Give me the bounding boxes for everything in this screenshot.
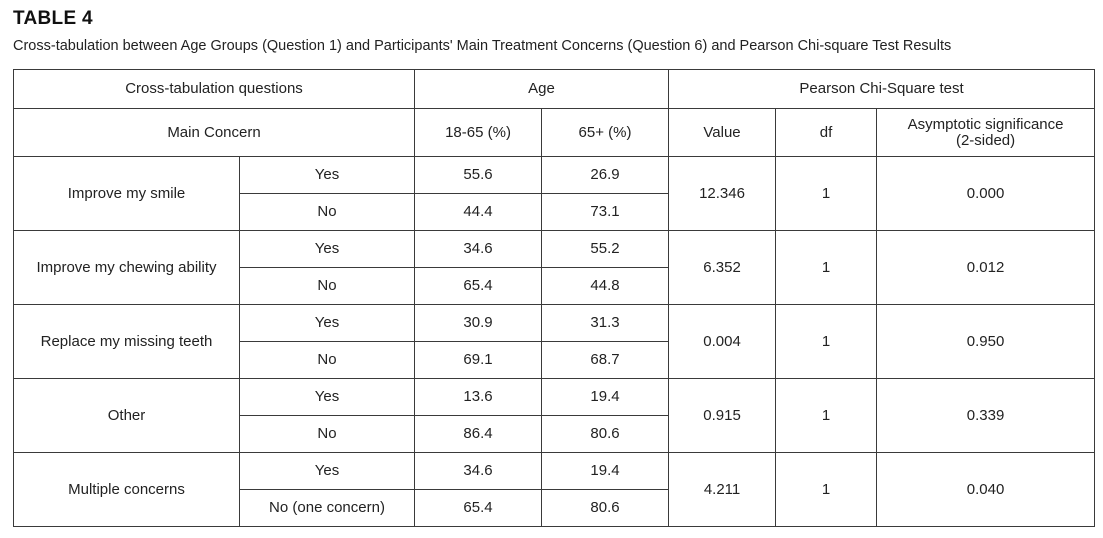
cell-65-plus: 19.4 xyxy=(541,452,670,490)
cell-significance: 0.012 xyxy=(876,230,1096,305)
response-label: No (one concern) xyxy=(238,489,416,527)
cell-chi-value: 12.346 xyxy=(668,156,777,231)
response-label: Yes xyxy=(238,304,416,342)
cell-65-plus: 80.6 xyxy=(541,415,670,453)
crosstab-table: Cross-tabulation questions Age Pearson C… xyxy=(12,69,1096,527)
cell-65-plus: 19.4 xyxy=(541,378,670,416)
cell-18-65: 55.6 xyxy=(414,156,543,194)
header-pearson: Pearson Chi-Square test xyxy=(668,69,1096,109)
response-label: Yes xyxy=(238,156,416,194)
response-label: No xyxy=(238,415,416,453)
header-age-65-plus: 65+ (%) xyxy=(541,108,670,157)
cell-chi-value: 0.004 xyxy=(668,304,777,379)
cell-18-65: 34.6 xyxy=(414,230,543,268)
cell-df: 1 xyxy=(775,378,878,453)
cell-chi-value: 4.211 xyxy=(668,452,777,527)
cell-65-plus: 31.3 xyxy=(541,304,670,342)
cell-18-65: 69.1 xyxy=(414,341,543,379)
cell-significance: 0.040 xyxy=(876,452,1096,527)
concern-label: Replace my missing teeth xyxy=(13,304,240,379)
cell-18-65: 44.4 xyxy=(414,193,543,231)
cell-65-plus: 80.6 xyxy=(541,489,670,527)
concern-label: Other xyxy=(13,378,240,453)
table-caption: Cross-tabulation between Age Groups (Que… xyxy=(13,38,952,54)
header-df: df xyxy=(775,108,878,157)
table-row: No 86.4 80.6 xyxy=(14,415,1095,453)
table-row: Multiple concerns Yes 34.6 19.4 4.211 1 … xyxy=(13,452,1096,527)
cell-df: 1 xyxy=(775,304,878,379)
table-row: No 69.1 68.7 xyxy=(14,341,1095,379)
header-asym-line2: (2-sided) xyxy=(955,131,1016,149)
concern-label: Improve my chewing ability xyxy=(13,230,240,305)
cell-significance: 0.950 xyxy=(876,304,1096,379)
response-label: No xyxy=(238,341,416,379)
table-label: TABLE 4 xyxy=(13,8,93,29)
table-row: Improve my smile Yes 55.6 26.9 12.346 1 … xyxy=(13,156,1096,231)
table-row: No 65.4 44.8 xyxy=(14,267,1095,305)
table-row: Replace my missing teeth Yes 30.9 31.3 0… xyxy=(13,304,1096,379)
cell-chi-value: 6.352 xyxy=(668,230,777,305)
cell-df: 1 xyxy=(775,230,878,305)
table-row: No 44.4 73.1 xyxy=(14,193,1095,231)
cell-18-65: 30.9 xyxy=(414,304,543,342)
response-label: Yes xyxy=(238,378,416,416)
header-asym-line1: Asymptotic significance xyxy=(907,115,1064,133)
response-label: Yes xyxy=(238,230,416,268)
table-row: No (one concern) 65.4 80.6 xyxy=(14,489,1095,527)
header-value: Value xyxy=(668,108,777,157)
header-row-2: Main Concern 18-65 (%) 65+ (%) Value df … xyxy=(12,108,1096,157)
header-main-concern: Main Concern xyxy=(12,108,416,157)
cell-65-plus: 68.7 xyxy=(541,341,670,379)
cell-significance: 0.000 xyxy=(876,156,1096,231)
header-age-18-65: 18-65 (%) xyxy=(414,108,543,157)
cell-df: 1 xyxy=(775,156,878,231)
cell-18-65: 65.4 xyxy=(414,489,543,527)
cell-18-65: 34.6 xyxy=(414,452,543,490)
cell-65-plus: 26.9 xyxy=(541,156,670,194)
response-label: No xyxy=(238,267,416,305)
header-age: Age xyxy=(414,69,670,109)
cell-65-plus: 44.8 xyxy=(541,267,670,305)
table-row: Improve my chewing ability Yes 34.6 55.2… xyxy=(13,230,1096,305)
concern-label: Multiple concerns xyxy=(13,452,240,527)
cell-chi-value: 0.915 xyxy=(668,378,777,453)
cell-18-65: 13.6 xyxy=(414,378,543,416)
cell-18-65: 86.4 xyxy=(414,415,543,453)
concern-label: Improve my smile xyxy=(13,156,240,231)
header-crosstab-questions: Cross-tabulation questions xyxy=(12,69,416,109)
cell-significance: 0.339 xyxy=(876,378,1096,453)
cell-65-plus: 55.2 xyxy=(541,230,670,268)
cell-df: 1 xyxy=(775,452,878,527)
cell-65-plus: 73.1 xyxy=(541,193,670,231)
cell-18-65: 65.4 xyxy=(414,267,543,305)
response-label: Yes xyxy=(238,452,416,490)
table-row: Other Yes 13.6 19.4 0.915 1 0.339 xyxy=(13,378,1096,453)
header-asymptotic-significance: Asymptotic significance (2-sided) xyxy=(876,108,1096,157)
header-row-1: Cross-tabulation questions Age Pearson C… xyxy=(12,69,1096,109)
response-label: No xyxy=(238,193,416,231)
